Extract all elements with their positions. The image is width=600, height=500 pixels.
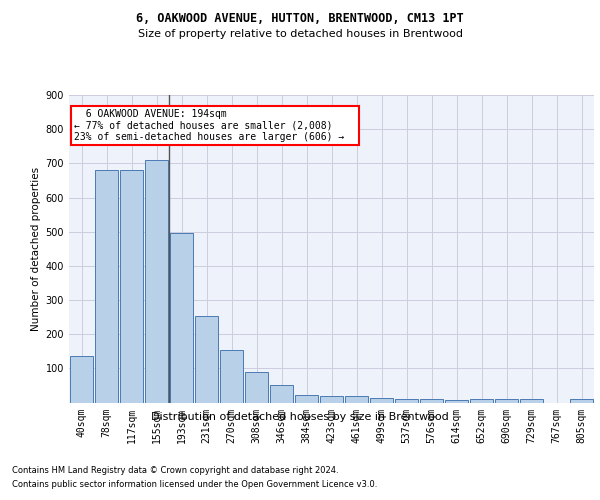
Bar: [445, 400, 469, 402]
Text: Distribution of detached houses by size in Brentwood: Distribution of detached houses by size …: [151, 412, 449, 422]
Text: Size of property relative to detached houses in Brentwood: Size of property relative to detached ho…: [137, 29, 463, 39]
Y-axis label: Number of detached properties: Number of detached properties: [31, 166, 41, 331]
Bar: [344, 396, 368, 402]
Bar: [145, 160, 169, 402]
Bar: [470, 399, 493, 402]
Bar: [119, 170, 143, 402]
Text: Contains public sector information licensed under the Open Government Licence v3: Contains public sector information licen…: [12, 480, 377, 489]
Bar: [70, 356, 94, 403]
Bar: [95, 170, 118, 402]
Bar: [494, 399, 518, 402]
Bar: [220, 350, 244, 403]
Bar: [520, 399, 544, 402]
Bar: [569, 399, 593, 402]
Text: 6 OAKWOOD AVENUE: 194sqm
← 77% of detached houses are smaller (2,008)
23% of sem: 6 OAKWOOD AVENUE: 194sqm ← 77% of detach…: [74, 108, 356, 142]
Bar: [419, 399, 443, 402]
Text: Contains HM Land Registry data © Crown copyright and database right 2024.: Contains HM Land Registry data © Crown c…: [12, 466, 338, 475]
Bar: [269, 386, 293, 402]
Bar: [170, 234, 193, 402]
Bar: [194, 316, 218, 402]
Bar: [395, 399, 418, 402]
Bar: [320, 396, 343, 402]
Bar: [295, 395, 319, 402]
Bar: [245, 372, 268, 402]
Text: 6, OAKWOOD AVENUE, HUTTON, BRENTWOOD, CM13 1PT: 6, OAKWOOD AVENUE, HUTTON, BRENTWOOD, CM…: [136, 12, 464, 26]
Bar: [370, 398, 394, 402]
